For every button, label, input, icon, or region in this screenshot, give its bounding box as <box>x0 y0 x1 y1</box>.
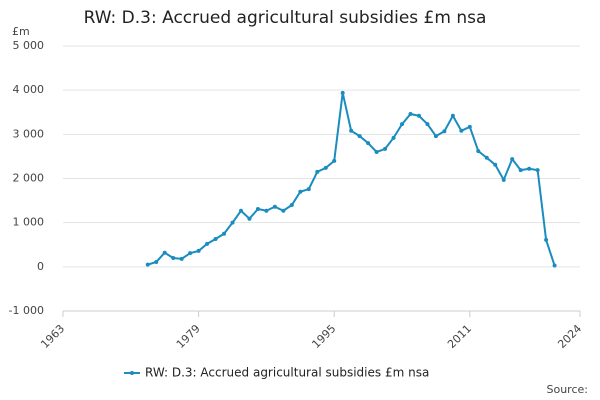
y-tick-label: 1 000 <box>13 216 45 229</box>
y-tick-label: 2 000 <box>13 172 45 185</box>
x-tick-label: 1979 <box>174 322 203 351</box>
point <box>213 237 218 242</box>
point <box>552 263 557 268</box>
source: Source: <box>547 383 589 396</box>
point <box>442 129 447 134</box>
point <box>154 259 159 264</box>
point <box>247 216 252 221</box>
point <box>162 250 167 255</box>
point <box>476 149 481 154</box>
y-tick-label: 4 000 <box>13 83 45 96</box>
y-tick-label: 3 000 <box>13 127 45 140</box>
x-tick-label: 1995 <box>309 322 338 351</box>
point <box>289 203 294 207</box>
point <box>391 135 396 140</box>
y-tick-label: 0 <box>37 260 44 273</box>
point <box>145 262 150 267</box>
point <box>315 169 320 174</box>
point <box>484 155 489 160</box>
point <box>255 206 260 211</box>
point <box>408 112 413 117</box>
point <box>366 141 371 146</box>
point <box>179 256 184 261</box>
point <box>400 122 405 127</box>
x-tick-label: 1963 <box>38 322 67 351</box>
point <box>171 256 176 260</box>
point <box>535 168 540 173</box>
y-unit: £m <box>12 25 30 38</box>
line <box>147 92 556 266</box>
point <box>188 251 193 256</box>
point <box>493 162 498 167</box>
point <box>323 165 328 170</box>
point <box>238 208 243 213</box>
point <box>222 231 227 236</box>
point <box>306 187 311 192</box>
point <box>467 124 472 129</box>
point <box>501 177 506 182</box>
point <box>527 166 532 171</box>
y-tick-label: 5 000 <box>13 39 45 52</box>
point <box>230 220 235 225</box>
point <box>450 113 455 118</box>
point <box>433 134 438 139</box>
point <box>281 208 286 213</box>
point <box>357 134 362 139</box>
point <box>298 189 303 194</box>
point <box>510 157 515 162</box>
legend-label: RW: D.3: Accrued agricultural subsidies … <box>145 366 429 380</box>
point <box>544 237 549 242</box>
point <box>518 168 523 173</box>
chart-title: RW: D.3: Accrued agricultural subsidies … <box>84 8 487 28</box>
point <box>332 158 337 163</box>
x-tick-label: 2011 <box>445 322 474 351</box>
point <box>264 208 269 213</box>
point <box>196 248 201 253</box>
y-tick-label: -1 000 <box>9 304 44 317</box>
point <box>205 241 210 246</box>
point <box>272 204 277 209</box>
point <box>349 128 354 133</box>
point <box>374 150 379 154</box>
point <box>383 146 388 151</box>
point <box>416 113 421 118</box>
x-tick-label: 2024 <box>555 322 584 351</box>
point <box>425 122 430 127</box>
point <box>340 90 345 95</box>
legend-marker <box>130 371 134 375</box>
point <box>459 128 464 133</box>
